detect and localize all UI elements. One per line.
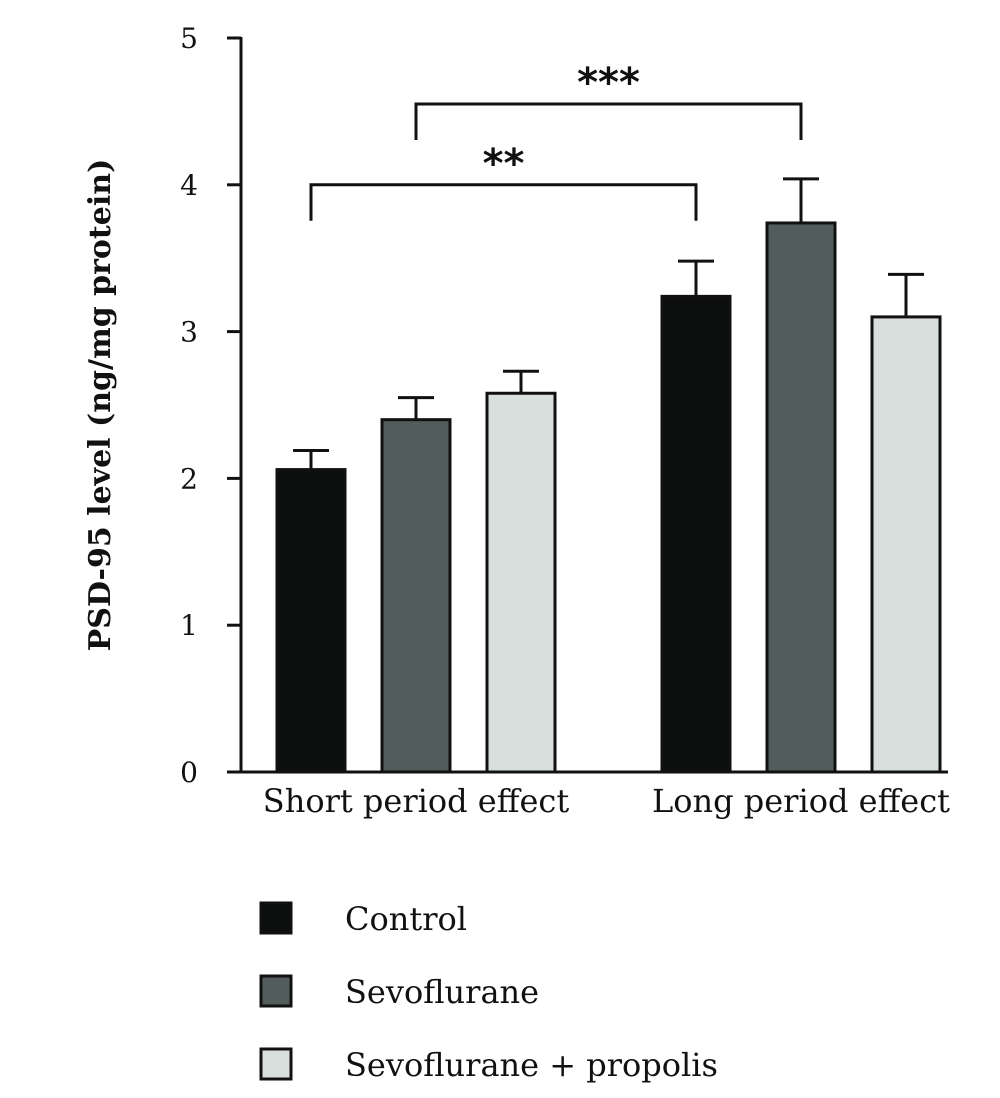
error-bars [293, 177, 924, 470]
legend-swatch [259, 1047, 293, 1081]
significance-label: *** [577, 60, 640, 106]
significance-bracket [414, 102, 803, 141]
y-tick-label: 4 [180, 169, 198, 202]
y-tick-label: 1 [180, 609, 198, 642]
legend-label: Control [345, 900, 467, 938]
significance-label: ** [483, 141, 525, 187]
y-tick-label: 5 [180, 22, 198, 55]
bar [485, 391, 557, 774]
significance-bracket [309, 183, 698, 221]
category-label: Long period effect [652, 782, 950, 820]
y-tick-label: 0 [180, 756, 198, 789]
axes: 0 1 2 3 4 5 [180, 22, 948, 789]
bars [275, 221, 942, 774]
y-axis-label: PSD-95 level (ng/mg protein) [83, 159, 118, 652]
category-label: Short period effect [263, 782, 570, 820]
bar [380, 418, 452, 774]
bar [275, 468, 347, 774]
category-labels: Short period effect Long period effect [263, 782, 950, 820]
legend-swatch [259, 974, 293, 1008]
legend-swatch [259, 901, 293, 935]
legend-label: Sevoflurane [345, 973, 539, 1011]
y-tick-label: 3 [180, 316, 198, 349]
significance-annotations: ***** [309, 60, 803, 221]
bar [870, 315, 942, 774]
y-tick-label: 2 [180, 462, 198, 495]
bar [660, 294, 732, 774]
legend-label: Sevoflurane + propolis [345, 1046, 718, 1084]
bar [765, 221, 837, 774]
legend: Control Sevoflurane Sevoflurane + propolis [259, 900, 718, 1084]
